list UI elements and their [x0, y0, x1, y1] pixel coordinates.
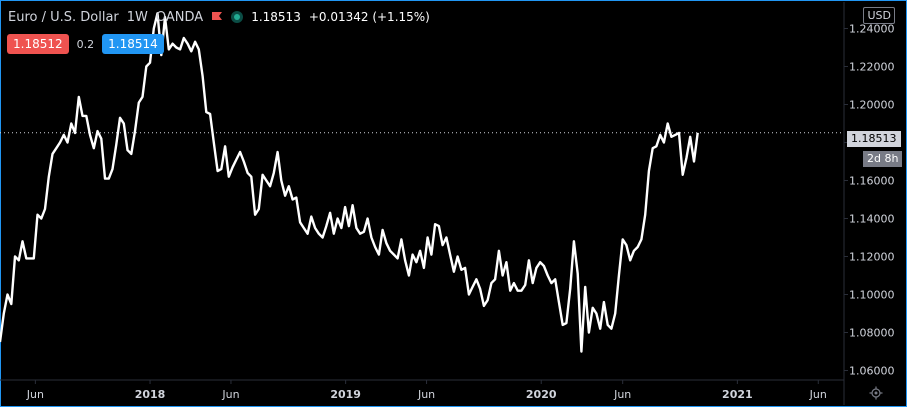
price-tick-label: 1.06000	[849, 365, 895, 378]
price-line-series	[0, 12, 699, 353]
price-tick-label: 1.20000	[849, 99, 895, 112]
interval-label[interactable]: 1W	[126, 9, 148, 25]
time-tick-label: Jun	[809, 388, 827, 401]
currency-button[interactable]: USD	[863, 7, 895, 24]
gear-icon[interactable]	[869, 386, 883, 400]
time-tick-label: 2021	[722, 388, 753, 401]
price-tick-label: 1.08000	[849, 327, 895, 340]
price-tick-label: 1.14000	[849, 213, 895, 226]
countdown-label: 2d 8h	[863, 151, 903, 167]
time-tick-label: Jun	[613, 388, 631, 401]
sell-button[interactable]: 1.18512	[7, 34, 69, 54]
last-price-label: 1.18513	[847, 131, 901, 147]
time-tick-label: Jun	[221, 388, 239, 401]
quote-panel: 1.18512 0.2 1.18514	[7, 34, 164, 54]
price-tick-label: 1.12000	[849, 251, 895, 264]
source-label: OANDA	[155, 9, 204, 25]
price-tick-label: 1.24000	[849, 23, 895, 36]
price-tick-label: 1.22000	[849, 61, 895, 74]
price-axis[interactable]: 1.06000 1.08000 1.10000 1.12000 1.14000 1.160…	[844, 23, 895, 378]
symbol-name[interactable]: Euro / U.S. Dollar	[8, 9, 119, 25]
flag-icon[interactable]	[211, 11, 223, 23]
time-axis[interactable]: Jun 2018 Jun 2019 Jun 2020 Jun 2021 Jun	[26, 380, 827, 401]
buy-button[interactable]: 1.18514	[102, 34, 164, 54]
time-tick-label: 2018	[135, 388, 166, 401]
price-tick-label: 1.10000	[849, 289, 895, 302]
time-tick-label: Jun	[417, 388, 435, 401]
last-value: 1.18513	[251, 10, 301, 24]
time-tick-label: 2020	[526, 388, 557, 401]
spread-value: 0.2	[76, 37, 95, 51]
time-tick-label: Jun	[26, 388, 44, 401]
time-tick-label: 2019	[330, 388, 361, 401]
symbol-header: Euro / U.S. Dollar 1W OANDA 1.18513 +0.0…	[8, 7, 430, 27]
price-tick-label: 1.16000	[849, 175, 895, 188]
market-status-icon[interactable]	[231, 11, 244, 23]
change-value: +0.01342 (+1.15%)	[308, 10, 430, 24]
